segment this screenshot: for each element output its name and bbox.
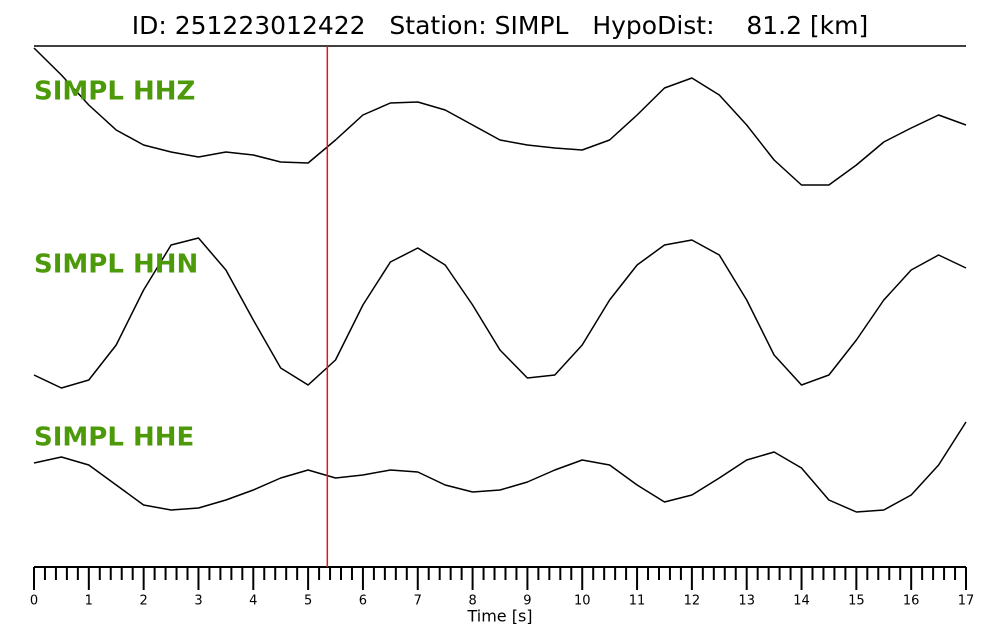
x-tick-label: 11 bbox=[629, 594, 646, 609]
x-tick-label: 7 bbox=[414, 594, 422, 609]
x-axis-label: Time [s] bbox=[466, 607, 532, 626]
channel-label: SIMPL HHZ bbox=[34, 77, 195, 107]
x-tick-label: 3 bbox=[194, 594, 202, 609]
trace bbox=[33, 237, 967, 389]
trace bbox=[33, 47, 967, 186]
channel-label: SIMPL HHN bbox=[34, 250, 198, 280]
x-tick-label: 10 bbox=[574, 594, 591, 609]
x-tick-label: 0 bbox=[30, 594, 38, 609]
x-tick-label: 1 bbox=[85, 594, 93, 609]
x-tick-label: 17 bbox=[958, 594, 975, 609]
x-tick-label: 14 bbox=[793, 594, 810, 609]
x-tick-label: 9 bbox=[523, 594, 531, 609]
x-tick-label: 6 bbox=[359, 594, 367, 609]
x-tick-label: 16 bbox=[903, 594, 920, 609]
x-tick-label: 13 bbox=[738, 594, 755, 609]
x-tick-label: 12 bbox=[684, 594, 701, 609]
x-tick-label: 8 bbox=[468, 594, 476, 609]
channel-label: SIMPL HHE bbox=[34, 423, 194, 453]
x-tick-label: 4 bbox=[249, 594, 257, 609]
trace bbox=[33, 421, 967, 513]
x-tick-label: 5 bbox=[304, 594, 312, 609]
x-tick-label: 2 bbox=[140, 594, 148, 609]
chart-title: ID: 251223012422 Station: SIMPL HypoDist… bbox=[132, 11, 869, 40]
x-tick-label: 15 bbox=[848, 594, 865, 609]
